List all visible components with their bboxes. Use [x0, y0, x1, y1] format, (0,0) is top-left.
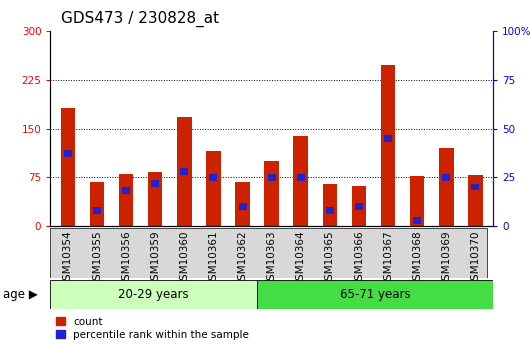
Bar: [323, 184, 337, 226]
Bar: [64, 150, 72, 157]
Bar: [119, 174, 134, 226]
Bar: [410, 176, 425, 226]
Text: GSM10355: GSM10355: [92, 230, 102, 287]
Text: GSM10364: GSM10364: [296, 230, 306, 287]
Text: GSM10360: GSM10360: [179, 230, 189, 287]
Legend: count, percentile rank within the sample: count, percentile rank within the sample: [56, 317, 249, 340]
Text: GSM10356: GSM10356: [121, 230, 131, 287]
Bar: [355, 203, 363, 210]
Bar: [264, 161, 279, 226]
Text: GSM10370: GSM10370: [471, 230, 480, 287]
Text: GSM10362: GSM10362: [237, 230, 248, 287]
Bar: [326, 207, 334, 214]
Bar: [384, 135, 392, 142]
Bar: [235, 182, 250, 226]
Bar: [93, 207, 101, 214]
Text: GDS473 / 230828_at: GDS473 / 230828_at: [61, 10, 219, 27]
Bar: [268, 174, 276, 181]
Bar: [151, 180, 159, 187]
Text: GSM10368: GSM10368: [412, 230, 422, 287]
Bar: [471, 184, 480, 190]
Text: 20-29 years: 20-29 years: [118, 288, 189, 301]
Text: GSM10366: GSM10366: [354, 230, 364, 287]
Text: GSM10359: GSM10359: [150, 230, 160, 287]
Bar: [257, 280, 493, 309]
Bar: [180, 168, 188, 175]
Bar: [60, 108, 75, 226]
Bar: [297, 174, 305, 181]
Text: GSM10363: GSM10363: [267, 230, 277, 287]
Bar: [468, 175, 483, 226]
Bar: [413, 217, 421, 224]
Bar: [90, 182, 104, 226]
Text: 65-71 years: 65-71 years: [340, 288, 410, 301]
Text: GSM10361: GSM10361: [208, 230, 218, 287]
Bar: [443, 174, 450, 181]
Bar: [206, 151, 220, 226]
Bar: [439, 148, 454, 226]
Text: age ▶: age ▶: [3, 288, 38, 301]
Bar: [294, 136, 308, 226]
Bar: [148, 172, 162, 226]
Bar: [352, 186, 366, 226]
Text: GSM10369: GSM10369: [441, 230, 452, 287]
Text: GSM10354: GSM10354: [63, 230, 73, 287]
Bar: [122, 187, 130, 194]
Bar: [50, 280, 257, 309]
Bar: [209, 174, 217, 181]
Text: GSM10365: GSM10365: [325, 230, 335, 287]
Bar: [381, 65, 395, 226]
Bar: [177, 117, 191, 226]
Text: GSM10367: GSM10367: [383, 230, 393, 287]
Bar: [238, 203, 246, 210]
